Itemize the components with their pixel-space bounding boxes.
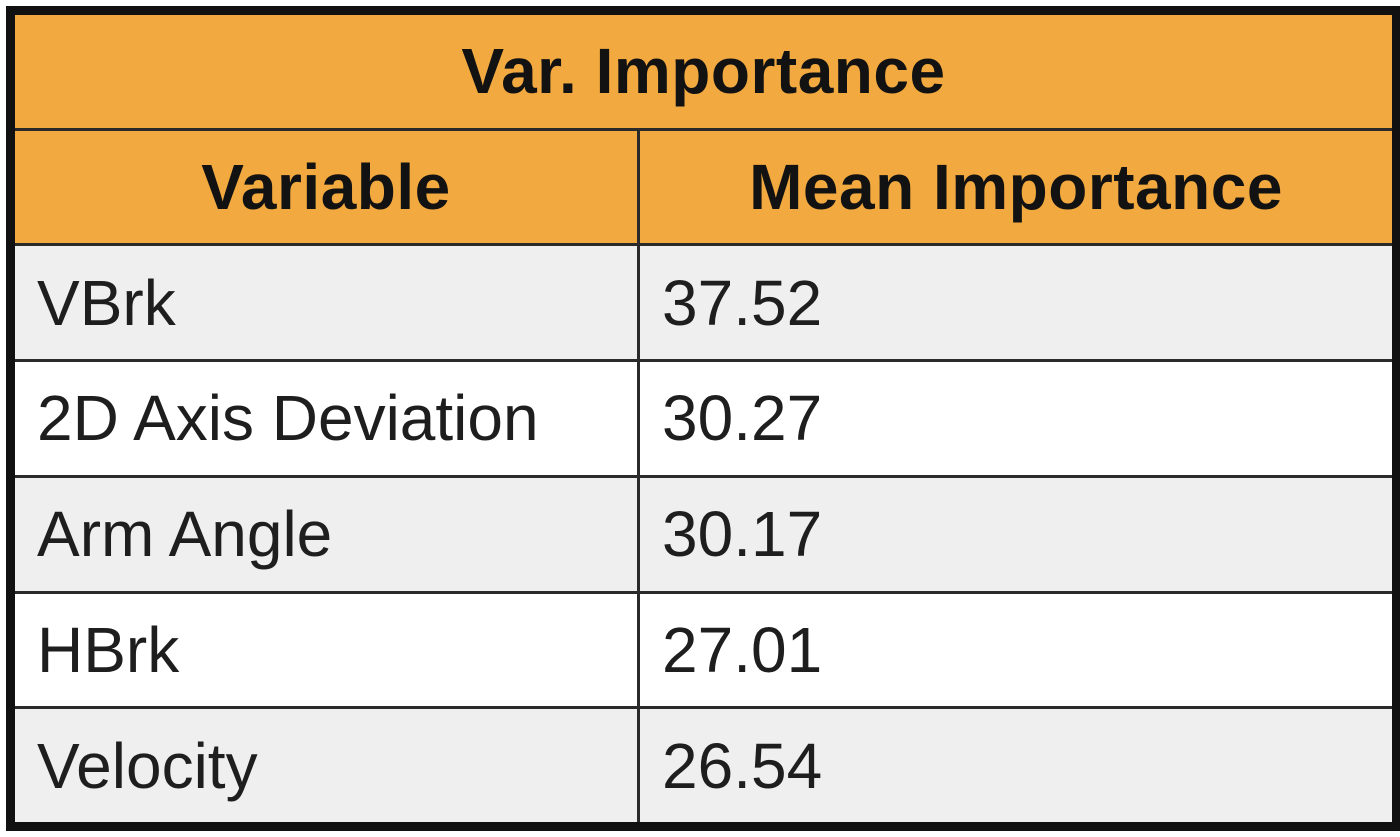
cell-importance: 30.17 [637, 474, 1398, 594]
cell-importance: 27.01 [637, 590, 1398, 710]
cell-variable: HBrk [9, 590, 640, 710]
table-row: HBrk 27.01 [9, 590, 1398, 710]
cell-variable: Velocity [9, 706, 640, 828]
cell-importance: 26.54 [637, 706, 1398, 828]
table-row: VBrk 37.52 [9, 243, 1398, 363]
cell-importance: 37.52 [637, 243, 1398, 363]
table-row: Velocity 26.54 [9, 706, 1398, 828]
header-row: Variable Mean Importance [9, 127, 1398, 247]
cell-variable: VBrk [9, 243, 640, 363]
column-header-mean-importance: Mean Importance [637, 127, 1398, 247]
table-row: Arm Angle 30.17 [9, 474, 1398, 594]
table-row: 2D Axis Deviation 30.27 [9, 359, 1398, 478]
title-row: Var. Importance [9, 9, 1398, 131]
variable-importance-table: Var. Importance Variable Mean Importance… [6, 6, 1400, 831]
column-header-variable: Variable [9, 127, 640, 247]
cell-variable: 2D Axis Deviation [9, 359, 640, 478]
cell-variable: Arm Angle [9, 474, 640, 594]
table-title: Var. Importance [9, 9, 1398, 131]
cell-importance: 30.27 [637, 359, 1398, 478]
